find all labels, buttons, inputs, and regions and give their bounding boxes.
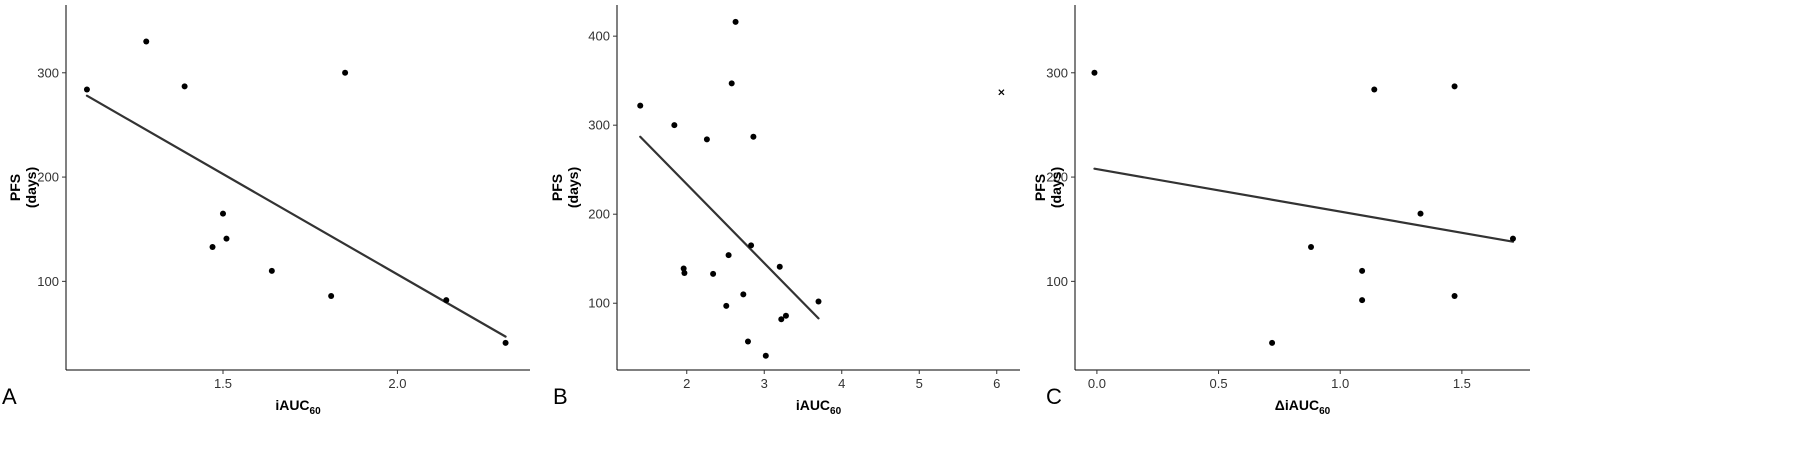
y-axis-title-line2: (days) (1048, 167, 1064, 208)
data-point (723, 302, 730, 309)
x-tick-label: 3 (761, 376, 768, 391)
y-axis-title-line2: (days) (23, 167, 39, 208)
data-point (502, 339, 509, 346)
y-tick-label: 100 (1046, 274, 1068, 289)
y-axis-title-line1: PFS (1032, 174, 1048, 201)
data-point (1269, 339, 1276, 346)
x-tick-label: 1.5 (214, 376, 232, 391)
data-point (750, 133, 757, 140)
x-tick-label: 0.0 (1088, 376, 1106, 391)
data-point (1451, 292, 1458, 299)
y-tick-label: 300 (1046, 65, 1068, 80)
data-point (778, 316, 785, 323)
y-tick-label: 200 (588, 207, 610, 222)
data-point (1091, 69, 1098, 76)
x-tick-label: 4 (838, 376, 845, 391)
data-point (1359, 297, 1366, 304)
data-point (1371, 86, 1378, 93)
data-point (342, 69, 349, 76)
data-point (710, 270, 717, 277)
y-axis-title: PFS(days) (7, 167, 39, 208)
x-tick-label: 2.0 (388, 376, 406, 391)
data-point (732, 18, 739, 25)
panel-b: 100 200 300 400 2 3 4 5 6 iAUC60 PFS(days) B (549, 5, 1020, 417)
data-point (1308, 243, 1315, 250)
data-point (1509, 235, 1516, 242)
data-point (209, 243, 216, 250)
data-point (443, 297, 450, 304)
data-point (219, 210, 226, 217)
x-axis-title-main: iAUC (275, 397, 309, 413)
x-axis-title-subscript: 60 (1319, 406, 1331, 417)
data-point (740, 291, 747, 298)
data-point (703, 136, 710, 143)
panel-c: 100 200 300 0.0 0.5 1.0 1.5 ΔiAUC60 PFS(days) C (1032, 5, 1530, 417)
y-tick-label: 300 (588, 118, 610, 133)
x-tick-label: 0.5 (1210, 376, 1228, 391)
y-tick-label: 200 (37, 170, 59, 185)
data-point (1417, 210, 1424, 217)
data-point (680, 265, 687, 272)
y-tick-label: 300 (37, 65, 59, 80)
y-axis-title-line1: PFS (549, 174, 565, 201)
x-axis-title: iAUC60 (796, 397, 842, 417)
x-axis-title: ΔiAUC60 (1275, 397, 1331, 417)
data-point (744, 338, 751, 345)
y-tick-label: 100 (588, 296, 610, 311)
data-point (637, 102, 644, 109)
data-point (223, 235, 230, 242)
x-tick-label: 1.5 (1453, 376, 1471, 391)
x-axis-title-main: iAUC (796, 397, 830, 413)
x-axis-title-main: ΔiAUC (1275, 397, 1319, 413)
x-tick-label: 6 (993, 376, 1000, 391)
panel-letter: C (1046, 384, 1062, 409)
outlier-point (998, 89, 1005, 96)
data-point (181, 83, 188, 90)
data-point (671, 122, 678, 129)
regression-line (639, 135, 820, 320)
data-point (815, 298, 822, 305)
x-axis-title: iAUC60 (275, 397, 321, 417)
data-point (1359, 267, 1366, 274)
data-point (748, 242, 755, 249)
panel-letter: B (553, 384, 568, 409)
y-tick-label: 200 (1046, 170, 1068, 185)
y-axis-title: PFS(days) (1032, 167, 1064, 208)
data-point (681, 269, 688, 276)
data-point (782, 312, 789, 319)
data-point (762, 352, 769, 359)
regression-line (85, 94, 507, 338)
x-tick-label: 1.0 (1331, 376, 1349, 391)
x-tick-label: 2 (683, 376, 690, 391)
data-point (728, 80, 735, 87)
data-point (1451, 83, 1458, 90)
data-point (725, 252, 732, 259)
data-point (83, 86, 90, 93)
outlier-stroke (998, 89, 1005, 96)
data-point (268, 267, 275, 274)
panel-letter: A (2, 384, 17, 409)
panel-a: 100 200 300 1.5 2.0 iAUC60 PFS(days) A (2, 5, 530, 417)
x-axis-title-subscript: 60 (310, 406, 322, 417)
data-point (143, 38, 150, 45)
y-axis-title-line2: (days) (565, 167, 581, 208)
y-axis-title: PFS(days) (549, 167, 581, 208)
data-point (328, 292, 335, 299)
data-point (776, 263, 783, 270)
x-tick-label: 5 (916, 376, 923, 391)
regression-line (1093, 167, 1515, 243)
y-tick-label: 400 (588, 29, 610, 44)
x-axis-title-subscript: 60 (830, 406, 842, 417)
y-axis-title-line1: PFS (7, 174, 23, 201)
y-tick-label: 100 (37, 274, 59, 289)
